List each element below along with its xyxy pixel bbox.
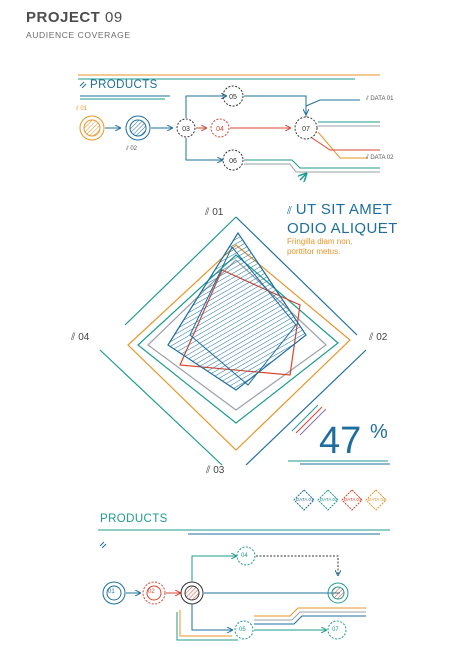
node-01 — [83, 119, 101, 137]
bottom-target — [331, 586, 345, 600]
page-title: PROJECT 09 — [26, 9, 123, 26]
bottom-node-04-label: 04 — [241, 553, 248, 559]
axis-label-01: ⫽ 01 — [205, 207, 224, 218]
top-products-heading: PRODUCTS — [90, 79, 158, 91]
series-blue-inner — [189, 246, 297, 386]
headline-line-1: ⫽ UT SIT AMET — [287, 201, 393, 218]
bottom-node-02-label: 02 — [148, 589, 155, 595]
bottom-node-01 — [106, 585, 122, 601]
bottom-node-07-label: 07 — [332, 627, 339, 633]
legend — [293, 489, 387, 511]
series-blue — [167, 231, 307, 391]
data-label-02: ⫽ DATA 02 — [366, 155, 394, 161]
node-07 — [294, 116, 318, 140]
frame-line — [245, 349, 367, 466]
bottom-flow-diagram — [98, 529, 390, 641]
legend-item-4 — [365, 489, 387, 511]
top-label-01: ⫽ 01 — [76, 106, 88, 112]
axis-label-03: ⫽ 03 — [206, 465, 225, 476]
frame-line — [99, 349, 223, 466]
headline-line-2: ODIO ALIQUET — [287, 220, 398, 237]
bottom-node-02 — [146, 585, 162, 601]
bottom-target-outer — [327, 582, 349, 604]
legend-label-1: DATA 01 — [296, 497, 314, 502]
legend-item-3 — [341, 489, 363, 511]
title-number: 09 — [105, 9, 123, 26]
node-05-label: 05 — [229, 94, 237, 101]
radar-chart — [99, 216, 390, 466]
node-05 — [222, 85, 244, 107]
series-teal — [137, 254, 339, 424]
bottom-hub — [184, 585, 200, 601]
series-orange — [127, 244, 351, 451]
node-06 — [222, 149, 244, 171]
legend-label-2: DATA 02 — [320, 497, 338, 502]
legend-label-3: DATA 03 — [344, 497, 362, 502]
legend-item-2 — [317, 489, 339, 511]
node-03-label: 03 — [182, 126, 190, 133]
bottom-node-07 — [327, 620, 347, 640]
bottom-node-02-outer — [142, 581, 166, 605]
title-bold: PROJECT — [26, 9, 101, 26]
node-03 — [176, 118, 196, 138]
bottom-node-01-outer — [102, 581, 126, 605]
axis-label-04: ⫽ 04 — [71, 332, 90, 343]
legend-label-4: DATA 04 — [368, 497, 386, 502]
bottom-node-01-label: 01 — [108, 589, 115, 595]
bottom-heading-hatch — [99, 541, 107, 549]
legend-item-1 — [293, 489, 315, 511]
node-07-label: 07 — [302, 126, 310, 133]
frame-line — [124, 216, 237, 326]
percent-value: 47 — [319, 420, 362, 462]
frame-line — [235, 216, 358, 336]
node-04 — [210, 118, 230, 138]
page-subtitle: AUDIENCE COVERAGE — [26, 30, 131, 40]
node-01-outer — [79, 115, 105, 141]
bottom-products-heading: PRODUCTS — [100, 513, 168, 525]
node-04-label: 04 — [216, 126, 224, 133]
bottom-node-04 — [236, 546, 256, 566]
bottom-node-05 — [234, 620, 254, 640]
node-02 — [129, 119, 147, 137]
top-flow-diagram: 03 04 05 06 07 — [78, 74, 380, 200]
radar-description: Fringilla diam non, porttitor metus. — [287, 237, 352, 257]
node-02-outer — [125, 115, 151, 141]
heading-hatch-icon — [79, 81, 87, 89]
series-gray — [147, 259, 327, 411]
axis-label-02: ⫽ 02 — [369, 332, 388, 343]
description-line-2: porttitor metus. — [287, 247, 341, 256]
bottom-node-05-label: 05 — [239, 627, 246, 633]
data-label-01: ⫽ DATA 01 — [366, 96, 394, 102]
top-label-02: ⫽ 02 — [126, 146, 138, 152]
radar-headline: ⫽ UT SIT AMET ODIO ALIQUET — [287, 201, 398, 238]
description-line-1: Fringilla diam non, — [287, 237, 353, 246]
percent-sign: % — [370, 421, 388, 443]
node-06-label: 06 — [229, 158, 237, 165]
